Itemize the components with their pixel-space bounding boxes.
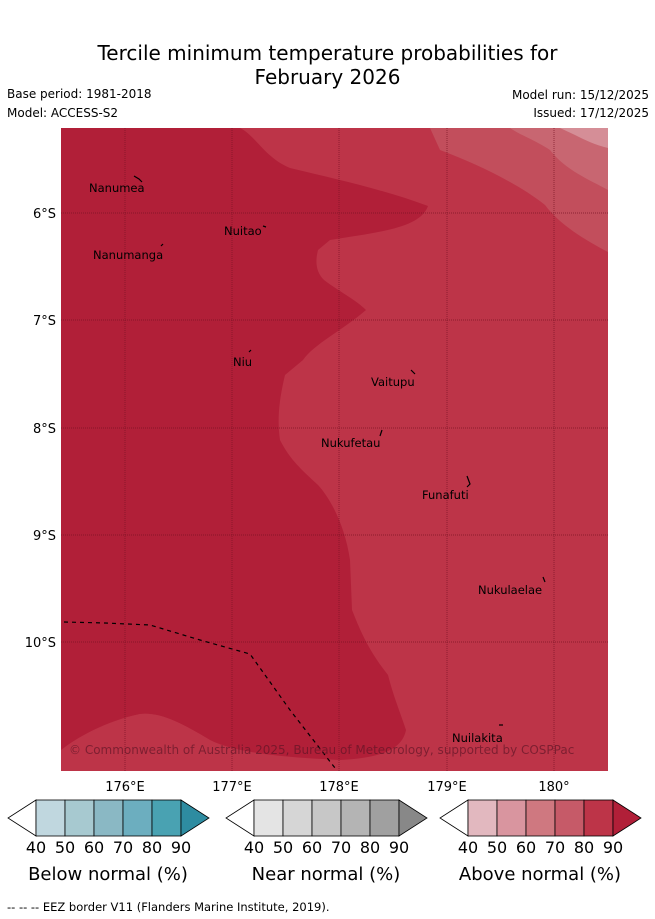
place-nukulaelae: Nukulaelae [478,583,542,597]
colorbar-below-normal: 40 50 60 70 80 90 Below normal (%) [7,799,210,885]
colorbar-extend-high [612,799,642,837]
colorbar-tick-label: 50 [487,838,507,857]
colorbar-extend-low [7,799,37,837]
colorbar-cell [467,799,498,837]
colorbar-cell [64,799,95,837]
colorbar-cell [35,799,66,837]
probability-map: Nanumea Nuitao Nanumanga Niu Vaitupu Nuk… [61,128,608,771]
lat-label: 6°S [33,207,56,222]
colorbar-cell [122,799,153,837]
place-nuitao: Nuitao [224,224,262,238]
colorbar-extend-high [180,799,210,837]
colorbar-tick-label: 80 [574,838,594,857]
colorbar-cell [151,799,182,837]
colorbar-tick-label: 80 [142,838,162,857]
eez-legend-note: -- -- -- EEZ border V11 (Flanders Marine… [7,900,330,914]
colorbar-near-normal: 40 50 60 70 80 90 Near normal (%) [225,799,428,885]
colorbar-above-normal: 40 50 60 70 80 90 Above normal (%) [439,799,642,885]
colorbar-tick-label: 70 [113,838,133,857]
lat-label: 9°S [33,529,56,544]
place-nanumanga: Nanumanga [93,248,163,262]
prob-region-70-80-south [61,713,260,771]
colorbar-tick-label: 50 [55,838,75,857]
place-nuilakita: Nuilakita [452,731,503,745]
title-line-1: Tercile minimum temperature probabilitie… [97,41,558,65]
colorbar-tick-label: 70 [331,838,351,857]
colorbar-tick-label: 50 [273,838,293,857]
colorbar-tick-label: 60 [302,838,322,857]
colorbar-title: Near normal (%) [252,864,401,885]
issued-date: Issued: 17/12/2025 [533,106,649,120]
colorbar-cell [369,799,400,837]
colorbar-tick-label: 80 [360,838,380,857]
place-nanumea: Nanumea [89,181,145,195]
colorbar-cell [525,799,556,837]
lon-label: 178°E [319,780,359,795]
lat-label: 8°S [33,422,56,437]
place-funafuti: Funafuti [422,488,469,502]
colorbar-tick-label: 70 [545,838,565,857]
colorbar-cell [253,799,284,837]
prob-region-40-50 [560,128,608,148]
colorbar-extend-high [398,799,428,837]
colorbar-tick-label: 90 [389,838,409,857]
colorbar-tick-label: 90 [603,838,623,857]
colorbar-cell [554,799,585,837]
colorbar-title: Above normal (%) [459,864,621,885]
place-niu: Niu [233,355,252,369]
colorbar-title: Below normal (%) [28,864,188,885]
lon-label: 180° [538,780,569,795]
colorbar-tick-label: 40 [26,838,46,857]
lat-axis: 6°S 7°S 8°S 9°S 10°S [25,207,56,651]
colorbar-cell [583,799,614,837]
lon-label: 176°E [105,780,145,795]
lat-label: 7°S [33,314,56,329]
colorbar-cell [311,799,342,837]
island-shapes [133,175,546,726]
colorbar-tick-label: 90 [171,838,191,857]
lat-label: 10°S [25,636,56,651]
model-run: Model run: 15/12/2025 [511,88,649,102]
colorbar-tick-label: 40 [458,838,478,857]
colorbar-cell [340,799,371,837]
prob-region-50-60 [510,128,608,190]
title-line-2: February 2026 [254,65,401,89]
colorbar-cell [93,799,124,837]
lon-axis: 176°E 177°E 178°E 179°E 180° [105,780,569,795]
lon-label: 177°E [212,780,252,795]
place-nukufetau: Nukufetau [321,436,380,450]
lon-label: 179°E [427,780,467,795]
colorbar-cell [496,799,527,837]
colorbar-cell [282,799,313,837]
place-vaitupu: Vaitupu [371,375,415,389]
copyright-notice: © Commonwealth of Australia 2025, Bureau… [69,743,574,757]
colorbar-extend-low [225,799,255,837]
colorbar-tick-label: 60 [516,838,536,857]
prob-region-80-90 [61,128,428,760]
colorbar-tick-label: 40 [244,838,264,857]
colorbar-tick-label: 60 [84,838,104,857]
eez-border [63,621,336,769]
base-period: Base period: 1981-2018 [7,87,152,101]
map-title: Tercile minimum temperature probabilitie… [0,41,655,89]
model-name: Model: ACCESS-S2 [7,106,119,120]
colorbar-extend-low [439,799,469,837]
